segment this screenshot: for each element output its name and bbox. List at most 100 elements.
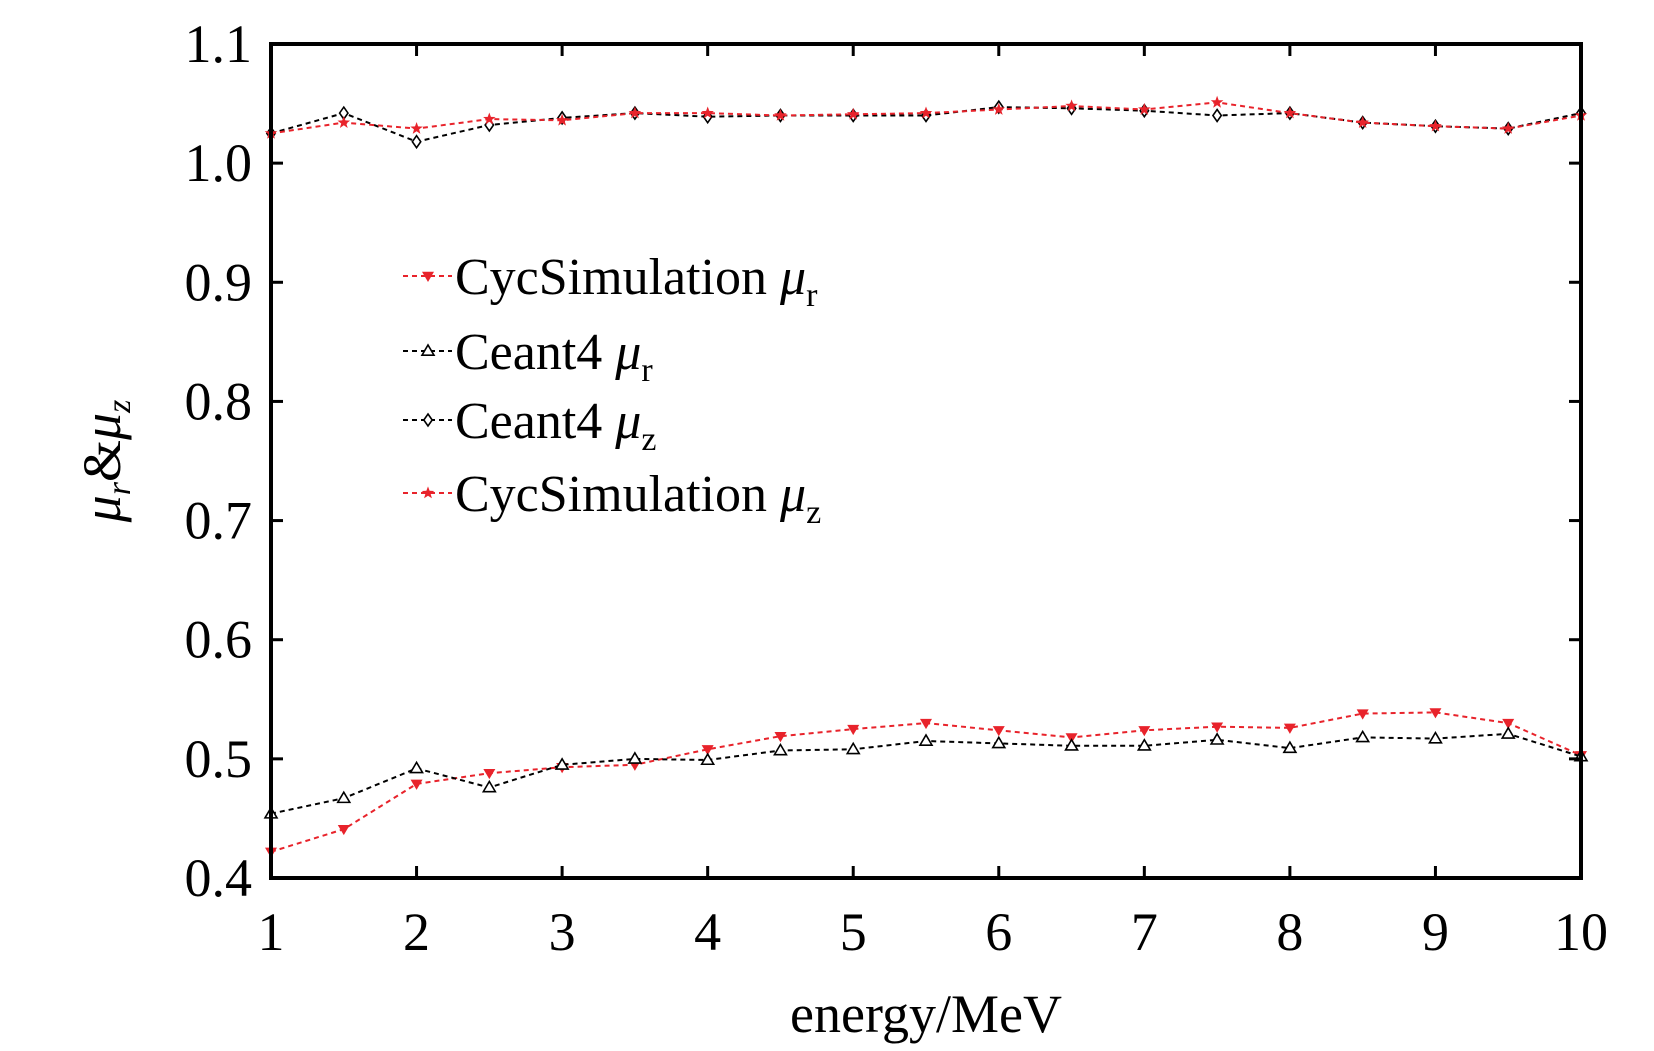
x-tick-label: 10 [1554, 902, 1608, 962]
legend-symbol: μ [779, 466, 806, 523]
y-tick-label: 0.9 [185, 252, 253, 312]
data-point [1138, 102, 1151, 115]
legend-label: CycSimulation μz [455, 466, 821, 531]
data-point [1136, 738, 1152, 751]
legend-symbol: μ [779, 249, 806, 306]
data-point [1429, 119, 1442, 132]
data-point [411, 134, 422, 150]
y-tick-label: 1.1 [185, 14, 253, 74]
data-point [1065, 99, 1078, 112]
data-point [774, 732, 787, 743]
x-tick-label: 3 [549, 902, 576, 962]
legend-symbol: μ [614, 393, 641, 450]
data-point [337, 824, 350, 836]
data-point [1356, 116, 1369, 128]
data-point [701, 745, 714, 756]
data-point [481, 779, 497, 793]
legend-label: Ceant4 μr [455, 324, 653, 389]
legend-label: CycSimulation μr [455, 249, 818, 314]
plot-frame [269, 42, 1583, 880]
legend-symbol: μ [614, 324, 641, 381]
data-point [1500, 726, 1516, 739]
x-tick-label: 1 [258, 902, 285, 962]
data-point [773, 742, 788, 756]
data-point [409, 760, 424, 774]
legend-item: CycSimulation μz [403, 466, 821, 531]
data-point [1209, 732, 1225, 745]
data-point [410, 779, 423, 790]
y-tick-label: 0.5 [185, 729, 253, 789]
data-point [1501, 122, 1515, 134]
y-tick-label: 0.7 [185, 491, 253, 551]
data-point [1356, 709, 1369, 720]
x-tick-label: 7 [1131, 902, 1158, 962]
legend-marker [422, 412, 434, 428]
series-3 [264, 95, 1588, 139]
x-tick-label: 8 [1276, 902, 1303, 962]
data-point [845, 741, 861, 755]
x-tick-label: 4 [694, 902, 721, 962]
data-point [1282, 740, 1298, 754]
y-axis-mu-2: μ [72, 413, 132, 441]
data-point [992, 102, 1006, 115]
y-tick-label: 0.4 [185, 848, 253, 908]
legend-subscript: r [641, 352, 653, 389]
legend-subscript: r [806, 277, 818, 314]
data-point [1283, 106, 1297, 119]
tick-layer: 1 2 3 4 5 6 7 8 9 10 0.4 0.5 0.6 0.7 0.8 0.9 1.0 1.1 [185, 14, 1609, 962]
data-point [847, 724, 860, 736]
data-point [336, 790, 352, 804]
y-axis-sub-2: z [101, 400, 138, 414]
legend-item: Ceant4 μr [403, 324, 653, 389]
data-point [700, 752, 716, 766]
x-tick-label: 9 [1422, 902, 1449, 962]
legend-marker [421, 486, 435, 499]
data-point [554, 757, 570, 770]
y-tick-label: 1.0 [185, 133, 253, 193]
data-point [483, 112, 496, 125]
y-axis-amp: & [72, 440, 132, 482]
data-point [1138, 726, 1151, 737]
data-point [918, 733, 934, 746]
y-tick-label: 0.6 [185, 610, 253, 670]
legend-marker [422, 271, 434, 282]
data-point [555, 113, 569, 126]
data-point [846, 107, 860, 120]
data-point [701, 106, 714, 119]
data-point [410, 122, 423, 134]
data-point [628, 106, 642, 119]
data-point [1429, 708, 1442, 719]
data-point [1210, 95, 1224, 108]
legend-label: Ceant4 μz [455, 393, 657, 458]
data-point [1502, 718, 1515, 730]
data-point [920, 718, 932, 730]
data-point [1211, 722, 1224, 733]
data-point [919, 106, 933, 119]
y-axis-mu-1: μ [72, 495, 132, 523]
data-point [1355, 729, 1371, 743]
data-point [1211, 108, 1223, 123]
x-axis-title: energy/MeV [790, 984, 1062, 1044]
data-point [1428, 731, 1443, 744]
y-tick-label: 0.8 [185, 371, 253, 431]
x-tick-label: 5 [840, 902, 867, 962]
legend-item: Ceant4 μz [403, 393, 657, 458]
y-axis-title: μr&μz [72, 400, 138, 524]
legend-subscript: z [806, 494, 821, 531]
x-tick-label: 2 [403, 902, 430, 962]
data-point [627, 751, 643, 764]
legend-item: CycSimulation μr [403, 249, 818, 314]
data-point [991, 735, 1007, 749]
data-point [1283, 723, 1296, 734]
legend-name: CycSimulation [455, 249, 780, 306]
data-point [1064, 738, 1079, 751]
data-point [337, 116, 351, 128]
legend-name: CycSimulation [455, 466, 780, 523]
legend-marker [420, 343, 436, 357]
legend-subscript: z [641, 421, 656, 458]
x-tick-label: 6 [985, 902, 1012, 962]
y-axis-sub-1: r [101, 481, 138, 495]
